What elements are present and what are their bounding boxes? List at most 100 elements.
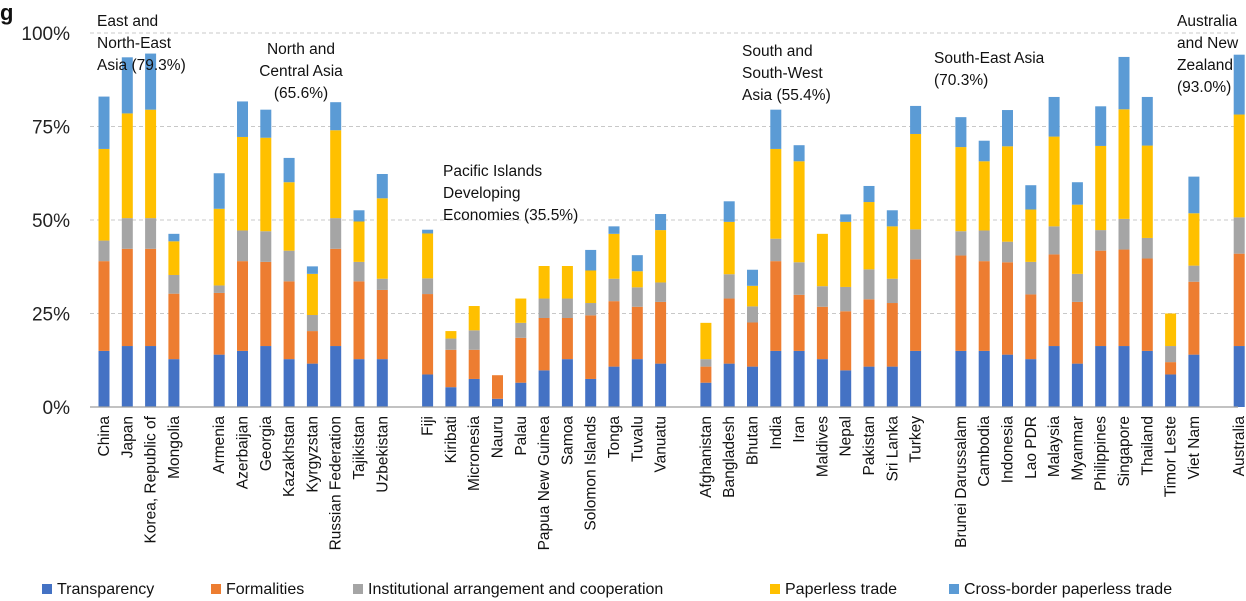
x-tick-label: India <box>768 416 785 450</box>
bar-indonesia-seg3 <box>1002 146 1013 242</box>
bar-kazakhstan-seg3 <box>283 182 295 251</box>
x-tick-label: Bangladesh <box>721 416 738 498</box>
bar-brunei-darussalam-seg2 <box>955 231 967 256</box>
bar-mongolia-seg2 <box>168 274 180 294</box>
bar-solomon-islands-seg4 <box>585 249 597 271</box>
bar-malaysia-seg4 <box>1048 96 1060 137</box>
bar-pakistan-seg1 <box>863 299 875 367</box>
bar-lao-pdr-seg2 <box>1025 261 1037 295</box>
bar-brunei-darussalam-seg4 <box>955 117 967 148</box>
bar-tuvalu-seg0 <box>631 359 643 407</box>
bar-tajikistan-seg0 <box>353 359 365 407</box>
bar-china-seg2 <box>98 240 110 262</box>
bar-georgia-seg0 <box>260 346 272 407</box>
bar-australia-seg0 <box>1233 346 1245 407</box>
legend-swatch <box>949 584 959 594</box>
bar-uzbekistan-seg2 <box>376 278 388 290</box>
x-tick-label: Thailand <box>1139 416 1156 475</box>
bar-cambodia-seg2 <box>978 230 990 262</box>
x-tick-label: Malaysia <box>1046 416 1063 478</box>
bar-brunei-darussalam-seg1 <box>955 255 967 351</box>
bar-solomon-islands-seg3 <box>585 270 597 304</box>
bar-solomon-islands-seg2 <box>585 303 597 316</box>
bar-tajikistan-seg3 <box>353 221 365 262</box>
group-label-line: (70.3%) <box>934 72 988 89</box>
x-tick-label: Myanmar <box>1069 416 1086 481</box>
bar-tuvalu-seg2 <box>631 287 643 307</box>
group-label-line: (93.0%) <box>1177 79 1231 96</box>
group-label-line: North-East <box>97 35 172 52</box>
bar-tonga-seg1 <box>608 301 620 367</box>
bar-samoa-seg3 <box>561 266 573 299</box>
x-tick-label: Mongolia <box>166 416 183 479</box>
bar-myanmar-seg2 <box>1071 273 1083 302</box>
bars <box>98 53 1245 407</box>
legend: Transparency Formalities Institutional arr… <box>42 581 1172 598</box>
bar-thailand-seg1 <box>1141 258 1153 351</box>
bar-philippines-seg2 <box>1095 230 1107 251</box>
bar-armenia-seg1 <box>213 292 225 355</box>
bar-china-seg1 <box>98 261 110 351</box>
bar-tajikistan-seg1 <box>353 281 365 360</box>
group-label: Australia and New Zealand (93.0%) <box>1177 13 1239 96</box>
x-tick-label: Tajikistan <box>351 416 368 480</box>
bar-timor-leste-seg0 <box>1165 374 1177 407</box>
group-label: South and South-West Asia (55.4%) <box>742 43 831 104</box>
bar-tonga-seg4 <box>608 226 620 234</box>
bar-thailand-seg3 <box>1141 145 1153 238</box>
bar-turkey-seg3 <box>910 133 922 230</box>
bar-viet-nam-seg3 <box>1188 213 1200 266</box>
bar-myanmar-seg4 <box>1071 182 1083 205</box>
bar-vanuatu-seg2 <box>655 282 667 302</box>
bar-india-seg0 <box>770 350 782 407</box>
bar-timor-leste-seg2 <box>1165 346 1177 363</box>
bar-malaysia-seg0 <box>1048 346 1060 407</box>
bar-kyrgyzstan-seg0 <box>306 363 318 407</box>
bar-azerbaijan-seg2 <box>237 230 248 262</box>
group-label-line: East and <box>97 13 158 30</box>
bar-thailand-seg2 <box>1141 237 1153 259</box>
bar-armenia-seg4 <box>213 173 225 209</box>
group-label-line: (65.6%) <box>274 85 328 102</box>
bar-samoa-seg0 <box>561 359 573 407</box>
legend-entry: Institutional arrangement and cooperatio… <box>368 581 663 598</box>
bar-afghanistan-seg2 <box>700 359 712 367</box>
bar-micronesia-seg0 <box>468 378 480 407</box>
bar-brunei-darussalam-seg3 <box>955 147 967 232</box>
bar-uzbekistan-seg1 <box>376 289 388 360</box>
bar-japan-seg3 <box>121 113 133 219</box>
bar-samoa-seg1 <box>561 317 573 360</box>
bar-iran-seg1 <box>793 294 805 351</box>
x-tick-label: Singapore <box>1116 416 1133 487</box>
bar-korea-republic-of-seg3 <box>145 109 157 219</box>
bar-tonga-seg2 <box>608 278 620 302</box>
bar-armenia-seg2 <box>213 285 225 293</box>
bar-sri-lanka-seg3 <box>886 226 898 279</box>
x-tick-label: Tuvalu <box>629 416 646 462</box>
bar-philippines-seg3 <box>1095 145 1107 231</box>
group-label-line: and New <box>1177 35 1239 52</box>
x-tick-label: Micronesia <box>466 416 483 491</box>
bar-maldives-seg1 <box>816 306 828 360</box>
bar-vanuatu-seg4 <box>655 214 667 231</box>
bar-india-seg1 <box>770 261 782 351</box>
bar-tonga-seg3 <box>608 233 620 279</box>
bar-papua-new-guinea-seg2 <box>538 298 550 318</box>
bar-georgia-seg1 <box>260 261 272 347</box>
bar-iran-seg3 <box>793 161 805 263</box>
bar-vanuatu-seg3 <box>655 230 667 283</box>
bar-korea-republic-of-seg4 <box>145 53 157 110</box>
bar-timor-leste-seg1 <box>1165 362 1177 375</box>
bar-kazakhstan-seg1 <box>283 281 295 360</box>
x-tick-label: Pakistan <box>861 416 878 475</box>
bar-sri-lanka-seg2 <box>886 278 898 304</box>
bar-korea-republic-of-seg0 <box>145 346 157 407</box>
bar-lao-pdr-seg1 <box>1025 294 1037 360</box>
x-tick-label: Armenia <box>211 416 228 474</box>
x-tick-label: Viet Nam <box>1186 416 1203 479</box>
y-tick-label: 0% <box>43 398 71 419</box>
bar-turkey-seg0 <box>910 350 922 407</box>
bar-papua-new-guinea-seg0 <box>538 370 550 407</box>
x-tick-label: Papua New Guinea <box>536 416 553 551</box>
